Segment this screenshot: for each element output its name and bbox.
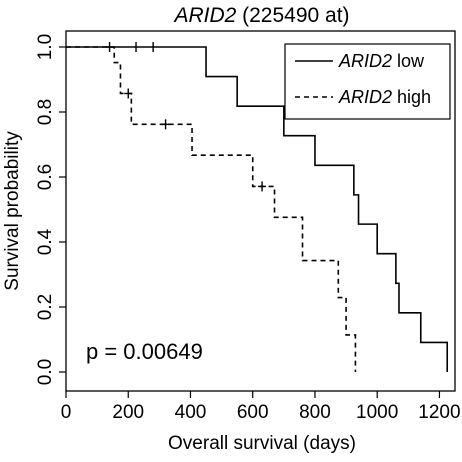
x-tick-label: 800 bbox=[299, 402, 331, 423]
legend-label-high-gene: ARID2 bbox=[338, 87, 392, 107]
chart-title-gene: ARID2 bbox=[172, 4, 236, 27]
legend-label-low: ARID2 low bbox=[338, 51, 425, 71]
x-tick-label: 1200 bbox=[418, 402, 460, 423]
chart-title: ARID2 (225490 at) bbox=[172, 4, 349, 27]
legend-label-high-rest: high bbox=[392, 87, 431, 107]
x-tick-label: 0 bbox=[61, 402, 72, 423]
x-axis: 0 200 400 600 800 1000 1200 bbox=[61, 391, 461, 423]
legend: ARID2 low ARID2 high bbox=[284, 43, 451, 120]
y-tick-label: 0.2 bbox=[35, 294, 56, 320]
legend-label-low-gene: ARID2 bbox=[338, 51, 392, 71]
y-axis: 0.0 0.2 0.4 0.6 0.8 1.0 bbox=[35, 34, 66, 385]
y-axis-title: Survival probability bbox=[2, 131, 23, 291]
y-tick-label: 0.8 bbox=[35, 99, 56, 125]
chart-title-rest: (225490 at) bbox=[236, 4, 349, 27]
y-tick-label: 0.6 bbox=[35, 164, 56, 190]
plot-frame bbox=[65, 30, 456, 392]
survival-curve-low bbox=[66, 46, 449, 372]
legend-label-low-rest: low bbox=[392, 51, 425, 71]
x-tick-label: 200 bbox=[112, 402, 144, 423]
legend-label-high: ARID2 high bbox=[338, 87, 431, 107]
y-tick-label: 1.0 bbox=[35, 34, 56, 60]
y-tick-label: 0.4 bbox=[35, 228, 56, 255]
p-value-annotation: p = 0.00649 bbox=[86, 339, 203, 364]
x-axis-title: Overall survival (days) bbox=[168, 433, 356, 454]
y-tick-label: 0.0 bbox=[35, 359, 56, 385]
x-tick-label: 600 bbox=[237, 402, 269, 423]
x-tick-label: 1000 bbox=[356, 402, 398, 423]
legend-box bbox=[284, 43, 451, 120]
survival-curve-high bbox=[66, 46, 357, 372]
x-tick-label: 400 bbox=[175, 402, 207, 423]
series-layer bbox=[66, 42, 449, 372]
